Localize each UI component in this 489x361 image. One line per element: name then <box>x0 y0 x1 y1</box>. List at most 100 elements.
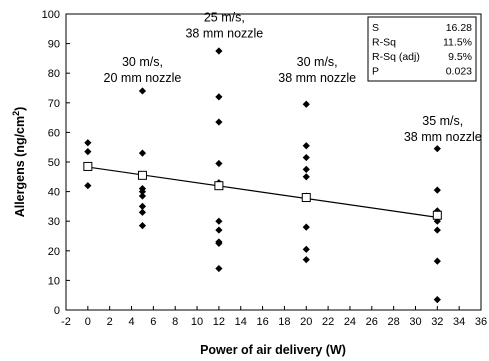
data-point <box>138 188 147 196</box>
mean-marker <box>214 181 224 191</box>
annotation-line: 35 m/s, <box>422 114 463 128</box>
annotation-line: 38 mm nozzle <box>185 26 263 40</box>
data-point <box>433 296 441 304</box>
annotation-line: 38 mm nozzle <box>404 130 482 144</box>
data-point <box>433 226 441 234</box>
x-tick-label: 28 <box>388 316 400 328</box>
data-point <box>302 153 310 162</box>
y-tick-label: 30 <box>48 216 60 228</box>
y-axis-title: Allergens (ng/cm2) <box>11 107 27 218</box>
y-tick-label: 50 <box>48 157 60 169</box>
y-tick-label: 100 <box>42 9 60 21</box>
annotation-a2: 25 m/s, 38 mm nozzle <box>185 10 263 40</box>
data-point <box>302 223 310 231</box>
x-tick-label: 36 <box>475 316 487 328</box>
data-point <box>215 47 223 55</box>
x-tick-label: 16 <box>256 316 268 328</box>
y-axis-title-sup: 2 <box>11 111 21 116</box>
data-point <box>433 145 441 153</box>
x-tick-label: 34 <box>453 316 465 328</box>
data-point <box>302 256 310 264</box>
data-point <box>138 202 147 210</box>
x-tick-label: 0 <box>85 316 91 328</box>
data-point <box>84 182 92 190</box>
data-point <box>302 142 310 150</box>
x-tick-label: 18 <box>278 316 290 328</box>
data-point <box>302 165 310 173</box>
x-tick-label: 2 <box>107 316 113 328</box>
data-point <box>138 192 147 200</box>
x-tick-label: 12 <box>213 316 225 328</box>
data-point <box>302 173 310 181</box>
mean-marker <box>301 193 311 203</box>
x-tick-label: 24 <box>344 316 356 328</box>
y-tick-label: 90 <box>48 39 60 51</box>
x-tick-label: 14 <box>235 316 247 328</box>
x-tick-label: 4 <box>128 316 134 328</box>
y-tick-label: 20 <box>48 246 60 258</box>
stat-value: 9.5% <box>448 51 472 63</box>
data-point <box>215 226 223 234</box>
stat-label: R-Sq <box>372 37 396 49</box>
stat-value: 0.023 <box>446 66 472 78</box>
data-point <box>215 118 223 126</box>
y-tick-label: 0 <box>54 305 60 317</box>
x-axis-title: Power of air delivery (W) <box>200 343 346 357</box>
y-tick-label: 80 <box>48 68 60 80</box>
data-point <box>138 149 147 157</box>
data-point <box>215 159 223 168</box>
data-point <box>84 139 92 147</box>
x-tick-label: 6 <box>150 316 156 328</box>
y-axis-title-main: Allergens (ng/cm <box>13 116 27 217</box>
data-point <box>302 245 310 253</box>
mean-markers <box>83 161 442 220</box>
data-points <box>84 47 441 304</box>
stat-value: 16.28 <box>446 22 472 34</box>
x-tick-label: 20 <box>300 316 312 328</box>
stat-value: 11.5% <box>443 37 472 49</box>
y-axis-title-close: ) <box>13 107 27 111</box>
data-point <box>84 148 92 156</box>
annotation-a1: 30 m/s, 20 mm nozzle <box>104 55 182 85</box>
stat-label: P <box>372 66 379 78</box>
x-tick-label: 10 <box>191 316 203 328</box>
annotation-line: 30 m/s, <box>122 55 163 69</box>
x-tick-label: 22 <box>322 316 334 328</box>
annotation-line: 30 m/s, <box>297 55 338 69</box>
y-tick-label: 10 <box>48 275 60 287</box>
data-point <box>215 239 223 247</box>
annotation-line: 25 m/s, <box>204 10 245 24</box>
x-tick-label: 26 <box>366 316 378 328</box>
mean-marker <box>137 170 147 180</box>
y-tick-label: 40 <box>48 187 60 199</box>
data-point <box>138 87 147 95</box>
data-point <box>302 100 310 108</box>
stats-box-frame <box>367 16 477 82</box>
stats-box: S 16.28 R-Sq 11.5% R-Sq (adj) 9.5% P 0.023 <box>367 16 477 82</box>
annotation-a3: 30 m/s, 38 mm nozzle <box>278 55 356 85</box>
data-point <box>138 222 147 230</box>
data-point <box>433 186 441 194</box>
mean-marker <box>83 161 93 171</box>
data-point <box>215 93 223 101</box>
x-tick-label: 8 <box>172 316 178 328</box>
x-tick-label: 32 <box>431 316 443 328</box>
x-tick-label: -2 <box>61 316 71 328</box>
mean-marker <box>432 210 442 220</box>
data-point <box>215 217 223 225</box>
annotation-line: 38 mm nozzle <box>278 71 356 85</box>
data-point <box>138 208 147 216</box>
y-tick-label: 60 <box>48 127 60 139</box>
annotation-line: 20 mm nozzle <box>104 71 182 85</box>
x-axis: -2 0 2 4 6 8 10 12 14 16 18 20 22 24 26 28 30 32 34 36 <box>61 306 487 328</box>
x-tick-label: 30 <box>409 316 421 328</box>
stat-label: R-Sq (adj) <box>372 51 420 63</box>
data-point <box>215 264 223 273</box>
y-tick-label: 70 <box>48 98 60 110</box>
annotation-a4: 35 m/s, 38 mm nozzle <box>404 114 482 144</box>
stat-label: S <box>372 22 379 34</box>
data-point <box>433 257 441 265</box>
y-axis: 0 10 20 30 40 50 60 70 80 90 100 <box>42 9 70 317</box>
